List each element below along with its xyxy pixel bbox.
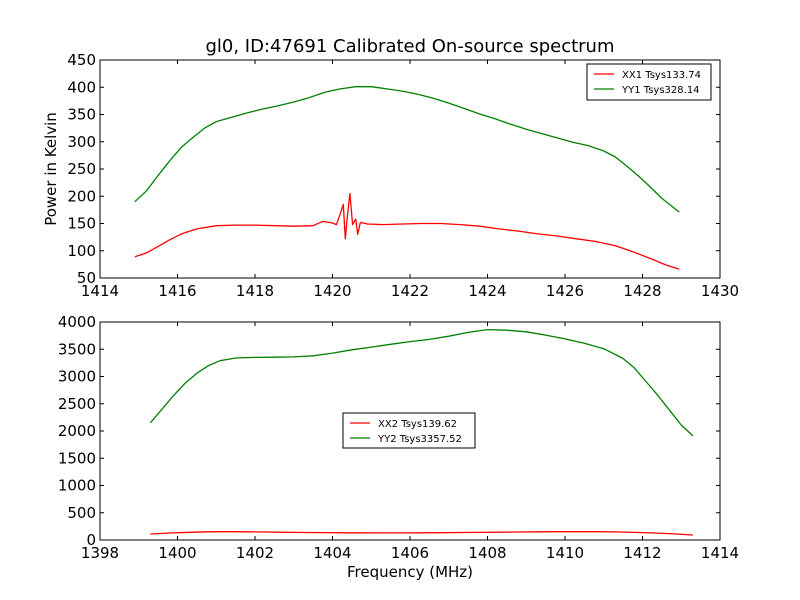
- x-tick-label: 1408: [468, 544, 506, 562]
- legend: XX1 Tsys133.74 YY1 Tsys328.14: [586, 63, 712, 101]
- series-line-1: [149, 328, 694, 437]
- x-tick-label: 1430: [701, 282, 739, 300]
- legend-label-yy2: YY2 Tsys3357.52: [377, 434, 462, 445]
- y-tick-label: 3500: [58, 340, 96, 358]
- y-tick-label: 100: [67, 242, 96, 260]
- series-line-0: [150, 531, 693, 536]
- x-tick-label: 1416: [158, 282, 196, 300]
- axis-ticks: 1398 1400 1402 1404 1406 1408 1410 1412 1414 0 500…: [58, 313, 739, 562]
- chart-title: gl0, ID:47691 Calibrated On-source spect…: [205, 36, 614, 57]
- y-tick-label: 1000: [58, 477, 96, 495]
- y-tick-label: 500: [67, 504, 96, 522]
- legend-label-xx2: XX2 Tsys139.62: [378, 419, 457, 430]
- y-axis-label: Power in Kelvin: [42, 112, 60, 226]
- y-tick-label: 300: [67, 133, 96, 151]
- y-tick-label: 2000: [58, 422, 96, 440]
- x-tick-label: 1426: [546, 282, 584, 300]
- plot-frame: [99, 59, 721, 279]
- bottom-chart: Frequency (MHz) 1398 1400 1402 1404 1406 1408…: [58, 313, 739, 581]
- x-tick-label: 1402: [236, 544, 274, 562]
- y-tick-label: 450: [67, 51, 96, 69]
- x-tick-label: 1412: [623, 544, 661, 562]
- series-line-1: [134, 86, 680, 213]
- x-tick-label: 1418: [236, 282, 274, 300]
- series-lines: [149, 328, 694, 536]
- y-tick-label: 4000: [58, 313, 96, 331]
- x-tick-label: 1420: [313, 282, 351, 300]
- x-tick-label: 1400: [158, 544, 196, 562]
- y-tick-label: 400: [67, 78, 96, 96]
- plot-frame: [99, 321, 721, 541]
- legend-label-yy1: YY1 Tsys328.14: [621, 85, 700, 96]
- x-tick-label: 1414: [81, 282, 119, 300]
- legend-box: [586, 63, 712, 101]
- top-chart: gl0, ID:47691 Calibrated On-source spect…: [42, 36, 739, 300]
- y-tick-label: 50: [77, 269, 96, 287]
- x-tick-label: 1424: [468, 282, 506, 300]
- y-tick-label: 0: [86, 531, 96, 549]
- series-lines: [134, 86, 680, 270]
- y-tick-label: 350: [67, 106, 96, 124]
- x-tick-label: 1428: [623, 282, 661, 300]
- x-tick-label: 1398: [81, 544, 119, 562]
- x-axis-label: Frequency (MHz): [347, 563, 473, 581]
- y-tick-label: 150: [67, 215, 96, 233]
- x-tick-label: 1410: [546, 544, 584, 562]
- axis-ticks: 1414 1416 1418 1420 1422 1424 1426 1428 1430 50 10…: [67, 51, 739, 300]
- legend: XX2 Tsys139.62 YY2 Tsys3357.52: [342, 412, 476, 449]
- x-tick-label: 1422: [391, 282, 429, 300]
- x-tick-label: 1414: [701, 544, 739, 562]
- legend-box: [342, 412, 476, 449]
- x-tick-label: 1404: [313, 544, 351, 562]
- y-tick-label: 250: [67, 160, 96, 178]
- y-tick-label: 2500: [58, 395, 96, 413]
- y-tick-label: 200: [67, 187, 96, 205]
- x-tick-label: 1406: [391, 544, 429, 562]
- series-line-0: [134, 192, 680, 270]
- y-tick-label: 3000: [58, 368, 96, 386]
- y-tick-label: 1500: [58, 449, 96, 467]
- legend-label-xx1: XX1 Tsys133.74: [622, 70, 701, 81]
